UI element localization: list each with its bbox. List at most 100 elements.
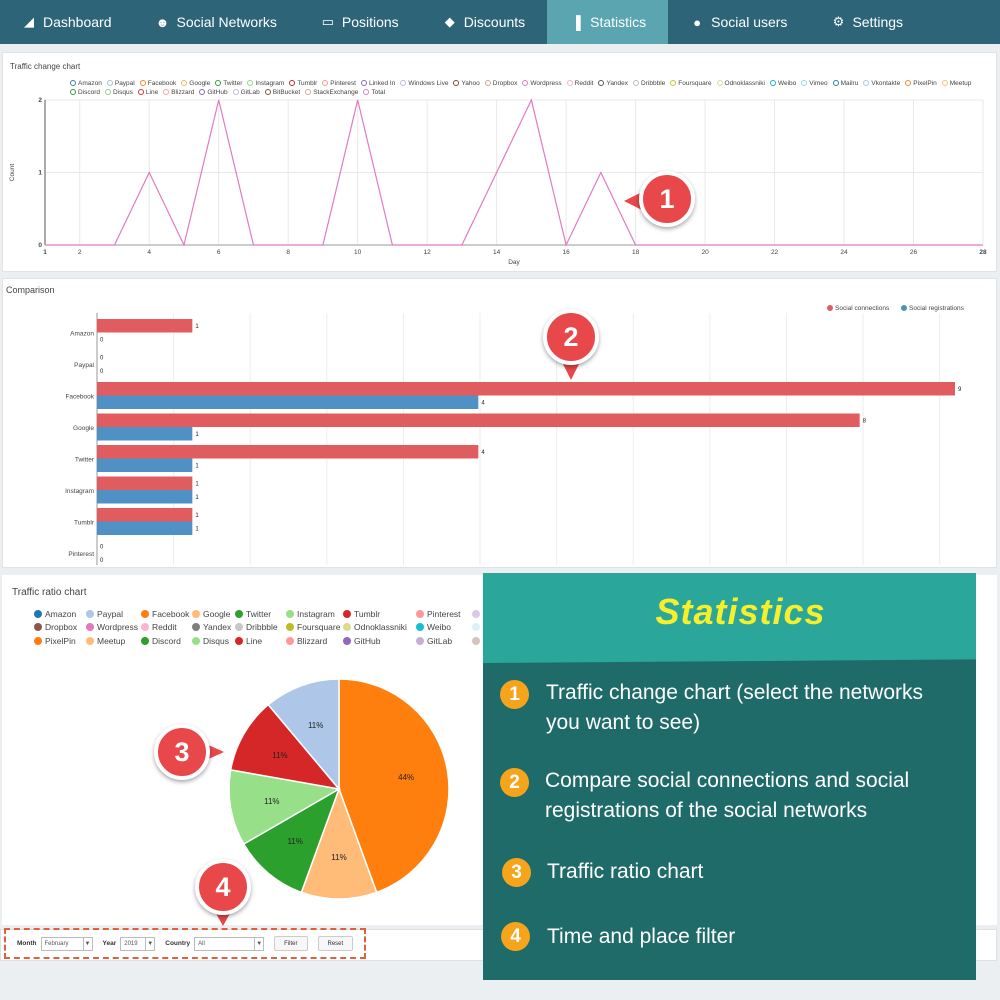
country-value: All xyxy=(198,940,205,947)
legend-item-github[interactable]: GitHub xyxy=(343,636,380,646)
legend-item-facebook[interactable]: Facebook xyxy=(139,79,176,88)
legend-item-vkontakte[interactable]: Vkontakte xyxy=(863,79,900,88)
legend-item-stackexchange[interactable]: StackExchange xyxy=(305,88,358,97)
legend-ring-icon xyxy=(70,89,76,95)
legend-item-wordpress[interactable]: Wordpress xyxy=(522,79,562,88)
nav-social-users[interactable]: ● Social users xyxy=(668,0,809,44)
nav-social-networks[interactable]: ☻ Social Networks xyxy=(134,0,299,44)
legend-item-linked-in[interactable]: Linked In xyxy=(360,79,395,88)
legend-item-reddit[interactable]: Reddit xyxy=(141,622,177,632)
bar-social-connections-google xyxy=(97,413,860,427)
legend-label-social-connections[interactable]: Social connections xyxy=(835,305,890,312)
legend-item-dropbox[interactable]: Dropbox xyxy=(34,622,77,632)
legend-item-weibo[interactable]: Weibo xyxy=(769,79,796,88)
bar-value-label: 4 xyxy=(481,450,485,456)
legend-item-instagram[interactable]: Instagram xyxy=(247,79,284,88)
marker-1-pointer xyxy=(624,192,642,210)
legend-label: Reddit xyxy=(152,622,177,632)
y-axis-label: Count xyxy=(9,164,16,182)
legend-item-weibo[interactable]: Weibo xyxy=(416,622,451,632)
nav-settings[interactable]: ⚙ Settings xyxy=(809,0,925,44)
legend-label: Amazon xyxy=(45,609,77,619)
legend-item-discord[interactable]: Discord xyxy=(70,88,100,97)
nav-positions[interactable]: ▭ Positions xyxy=(299,0,421,44)
nav-discounts[interactable]: ◆ Discounts xyxy=(421,0,547,44)
legend-item-gitlab[interactable]: GitLab xyxy=(416,636,452,646)
legend-ring-icon xyxy=(905,80,912,86)
legend-item-reddit[interactable]: Reddit xyxy=(566,79,593,88)
bar-value-label: 0 xyxy=(100,355,104,361)
x-tick-label: 8 xyxy=(286,249,290,256)
legend-item-tumblr[interactable]: Tumblr xyxy=(289,79,317,88)
legend-item-meetup[interactable]: Meetup xyxy=(86,636,125,646)
info-text-1b: you want to see) xyxy=(546,711,701,734)
legend-label-social-registrations[interactable]: Social registrations xyxy=(909,305,965,312)
legend-ring-icon xyxy=(716,80,723,86)
legend-ring-icon xyxy=(105,89,112,95)
legend-item-amazon[interactable]: Amazon xyxy=(34,609,76,619)
info-number-4: 4 xyxy=(501,922,530,951)
legend-item-blizzard[interactable]: Blizzard xyxy=(163,88,194,97)
legend-item-line[interactable]: Line xyxy=(137,88,158,97)
legend-item-github[interactable]: GitHub xyxy=(199,88,228,97)
legend-item-gitlab[interactable]: GitLab xyxy=(232,88,260,97)
reset-button[interactable]: Reset xyxy=(317,936,354,951)
legend-item-line[interactable]: Line xyxy=(235,636,262,646)
legend-item-tumblr[interactable]: Tumblr xyxy=(343,609,380,619)
legend-item-blizzard[interactable]: Blizzard xyxy=(286,636,327,646)
legend-item-amazon[interactable]: Amazon xyxy=(70,79,102,88)
legend-item-twitter[interactable]: Twitter xyxy=(235,609,271,619)
legend-label: Windows Live xyxy=(408,80,449,87)
legend-item-wordpress[interactable]: Wordpress xyxy=(86,622,138,632)
legend-item-yandex[interactable]: Yandex xyxy=(598,79,628,88)
legend-item-disqus[interactable]: Disqus xyxy=(105,88,133,97)
info-number-1: 1 xyxy=(500,680,529,709)
legend-item-odnoklassniki[interactable]: Odnoklassniki xyxy=(343,622,407,632)
legend-item-dribbble[interactable]: Dribbble xyxy=(235,622,278,632)
legend-item-twitter[interactable]: Twitter xyxy=(215,79,242,88)
nav-dashboard[interactable]: ◢ Dashboard xyxy=(0,0,134,44)
category-label: Pinterest xyxy=(68,551,94,558)
legend-item-windows-live[interactable]: Windows Live xyxy=(400,79,448,88)
legend-item-disqus[interactable]: Disqus xyxy=(192,636,229,646)
users-icon: ☻ xyxy=(155,14,170,30)
pie-slice-twitter xyxy=(242,787,341,894)
legend-item-dropbox[interactable]: Dropbox xyxy=(484,79,517,88)
legend-dot-icon xyxy=(86,637,94,645)
legend-item-yandex[interactable]: Yandex xyxy=(192,622,231,632)
legend-item-paypal[interactable]: Paypal xyxy=(106,79,135,88)
legend-item-vimeo[interactable]: Vimeo xyxy=(801,79,828,88)
legend-item-instagram[interactable]: Instagram xyxy=(286,609,335,619)
legend-item-pinterest[interactable]: Pinterest xyxy=(322,79,356,88)
legend-item-bitbucket[interactable]: BitBucket xyxy=(264,88,300,97)
legend-item-pixelpin[interactable]: PixelPin xyxy=(905,79,937,88)
legend-label: Mailru xyxy=(840,80,859,87)
legend-item-paypal[interactable]: Paypal xyxy=(86,609,123,619)
legend-ring-icon xyxy=(400,80,407,86)
bar-value-label: 0 xyxy=(100,337,104,343)
legend-item-meetup[interactable]: Meetup xyxy=(941,79,971,88)
legend-item-foursquare[interactable]: Foursquare xyxy=(670,79,712,88)
legend-item-mailru[interactable]: Mailru xyxy=(832,79,859,88)
legend-item-google[interactable]: Google xyxy=(192,609,230,619)
legend-item-facebook[interactable]: Facebook xyxy=(141,609,189,619)
legend-item-foursquare[interactable]: Foursquare xyxy=(286,622,340,632)
legend-item-pixelpin[interactable]: PixelPin xyxy=(34,636,76,646)
nav-statistics[interactable]: ▐ Statistics xyxy=(547,0,669,44)
legend-item-total[interactable]: Total xyxy=(363,88,385,97)
year-select[interactable]: 2019 ▼ xyxy=(120,936,156,951)
category-label: Instagram xyxy=(65,488,94,495)
legend-dot-icon xyxy=(86,610,94,618)
x-tick-label: 22 xyxy=(771,249,779,256)
legend-label: Twitter xyxy=(223,80,243,87)
legend-item-dribbble[interactable]: Dribbble xyxy=(633,79,665,88)
country-select[interactable]: All ▼ xyxy=(194,936,265,951)
legend-item-yahoo[interactable]: Yahoo xyxy=(453,79,480,88)
legend-item-pinterest[interactable]: Pinterest xyxy=(416,609,461,619)
bar-social-registrations-google xyxy=(97,427,193,441)
legend-item-discord[interactable]: Discord xyxy=(141,636,181,646)
legend-item-odnoklassniki[interactable]: Odnoklassniki xyxy=(716,79,765,88)
legend-item-google[interactable]: Google xyxy=(181,79,210,88)
month-select[interactable]: February ▼ xyxy=(40,936,93,951)
filter-button[interactable]: Filter xyxy=(274,936,308,951)
